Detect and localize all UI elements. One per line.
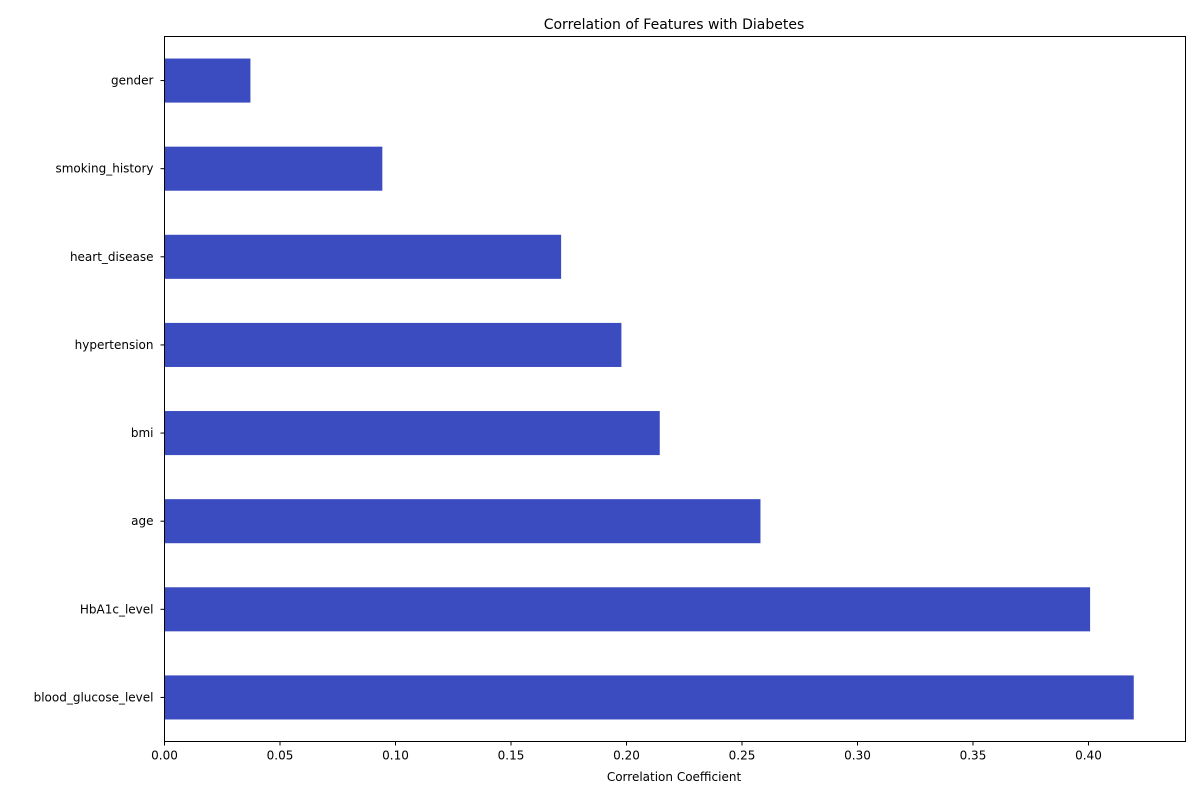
- x-ticks-group: 0.00 0.05 0.10 0.15 0.20 0.25 0.30 0.35 0.40: [151, 741, 1102, 763]
- y-ticks-group: blood_glucose_level HbA1c_level age bmi hype…: [34, 74, 165, 704]
- chart-title: Correlation of Features with Diabetes: [544, 17, 805, 33]
- x-axis-label: Correlation Coefficient: [607, 770, 742, 784]
- x-tick-label: 0.30: [844, 749, 871, 763]
- bars-group: [164, 58, 1134, 720]
- y-tick-label: HbA1c_level: [80, 602, 154, 616]
- bar-smoking_history: [164, 146, 383, 191]
- bar-age: [164, 499, 761, 544]
- x-tick-label: 0.05: [267, 749, 294, 763]
- bar-bmi: [164, 411, 660, 456]
- y-tick-label: bmi: [131, 426, 154, 440]
- x-tick-label: 0.40: [1075, 749, 1102, 763]
- y-tick-label: gender: [111, 74, 154, 88]
- x-tick-label: 0.20: [613, 749, 640, 763]
- x-tick-label: 0.10: [382, 749, 409, 763]
- y-tick-label: blood_glucose_level: [34, 690, 154, 704]
- y-tick-label: heart_disease: [70, 250, 154, 264]
- y-tick-label: smoking_history: [55, 162, 153, 176]
- bar-HbA1c_level: [164, 587, 1091, 632]
- x-tick-label: 0.35: [960, 749, 987, 763]
- x-tick-label: 0.00: [151, 749, 178, 763]
- bar-heart_disease: [164, 234, 562, 279]
- bar-hypertension: [164, 322, 622, 367]
- bar-blood_glucose_level: [164, 675, 1134, 720]
- plot-frame: [164, 36, 1186, 742]
- bar-gender: [164, 58, 251, 103]
- x-tick-label: 0.15: [498, 749, 525, 763]
- x-tick-label: 0.25: [729, 749, 756, 763]
- y-tick-label: age: [131, 514, 153, 528]
- y-tick-label: hypertension: [75, 338, 154, 352]
